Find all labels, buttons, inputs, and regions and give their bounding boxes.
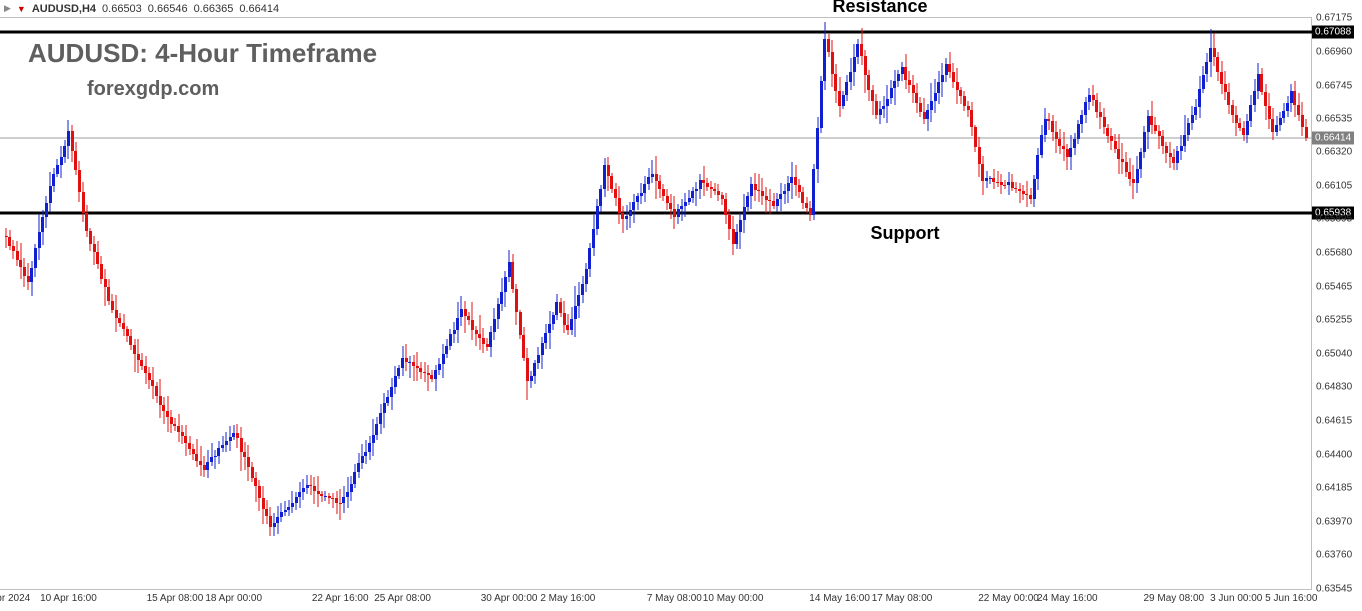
x-tick-label: 18 Apr 00:00 xyxy=(205,593,262,604)
x-tick-label: 3 Jun 00:00 xyxy=(1210,593,1262,604)
x-tick-label: 22 Apr 16:00 xyxy=(312,593,369,604)
y-tick-label: 0.66320 xyxy=(1316,147,1352,158)
y-tick-label: 0.65040 xyxy=(1316,348,1352,359)
y-tick-label: 0.66960 xyxy=(1316,46,1352,57)
y-axis: 0.671750.670880.669600.667450.665350.664… xyxy=(1312,18,1362,589)
ohlc-high: 0.66546 xyxy=(148,3,188,15)
x-tick-label: 25 Apr 08:00 xyxy=(374,593,431,604)
resistance-label: Resistance xyxy=(832,0,927,17)
x-tick-label: 2 May 16:00 xyxy=(540,593,595,604)
y-tick-label: 0.66745 xyxy=(1316,80,1352,91)
x-tick-label: 14 May 16:00 xyxy=(809,593,870,604)
x-tick-label: 24 May 16:00 xyxy=(1037,593,1098,604)
y-tick-label: 0.65680 xyxy=(1316,248,1352,259)
x-tick-label: 15 Apr 08:00 xyxy=(147,593,204,604)
ohlc-open: 0.66503 xyxy=(102,3,142,15)
level-line xyxy=(0,211,1312,214)
y-tick-label: 0.64185 xyxy=(1316,483,1352,494)
support-label: Support xyxy=(871,223,940,244)
y-tick-label: 0.63545 xyxy=(1316,584,1352,595)
y-tick-label: 0.67175 xyxy=(1316,13,1352,24)
y-tick-label: 0.66535 xyxy=(1316,113,1352,124)
y-tick-label: 0.64400 xyxy=(1316,449,1352,460)
x-tick-label: 7 May 08:00 xyxy=(647,593,702,604)
x-tick-label: 29 May 08:00 xyxy=(1143,593,1204,604)
y-tick-label: 0.63760 xyxy=(1316,550,1352,561)
x-tick-label: 5 Jun 16:00 xyxy=(1265,593,1317,604)
x-tick-label: 30 Apr 00:00 xyxy=(481,593,538,604)
y-price-tag: 0.67088 xyxy=(1312,25,1354,38)
x-tick-label: 22 May 00:00 xyxy=(978,593,1039,604)
page-subtitle: forexgdp.com xyxy=(87,78,219,101)
y-tick-label: 0.65895 xyxy=(1316,214,1352,225)
chart-header: ▶ ▼ AUDUSD,H4 0.66503 0.66546 0.66365 0.… xyxy=(0,0,1312,18)
price-plot[interactable] xyxy=(0,18,1312,589)
x-tick-label: 10 Apr 16:00 xyxy=(40,593,97,604)
level-line xyxy=(0,30,1312,33)
y-tick-label: 0.65465 xyxy=(1316,281,1352,292)
down-tick-icon: ▼ xyxy=(17,4,26,14)
symbol-label: AUDUSD,H4 xyxy=(32,3,96,15)
x-axis: 8 Apr 2024 10 Apr 16:00 15 Apr 08:0018 Apr… xyxy=(0,589,1312,611)
expand-icon[interactable]: ▶ xyxy=(4,3,11,14)
x-tick-label: 17 May 08:00 xyxy=(872,593,933,604)
y-tick-label: 0.66105 xyxy=(1316,181,1352,192)
y-price-tag: 0.66414 xyxy=(1312,131,1354,144)
y-tick-label: 0.64830 xyxy=(1316,381,1352,392)
ohlc-low: 0.66365 xyxy=(194,3,234,15)
x-tick-label: 10 May 00:00 xyxy=(703,593,764,604)
y-tick-label: 0.63970 xyxy=(1316,517,1352,528)
y-tick-label: 0.64615 xyxy=(1316,415,1352,426)
y-tick-label: 0.65255 xyxy=(1316,315,1352,326)
page-title: AUDUSD: 4-Hour Timeframe xyxy=(28,38,377,69)
chart-container[interactable]: ▶ ▼ AUDUSD,H4 0.66503 0.66546 0.66365 0.… xyxy=(0,0,1362,611)
x-tick-label: 8 Apr 2024 xyxy=(0,593,30,604)
ohlc-close: 0.66414 xyxy=(239,3,279,15)
